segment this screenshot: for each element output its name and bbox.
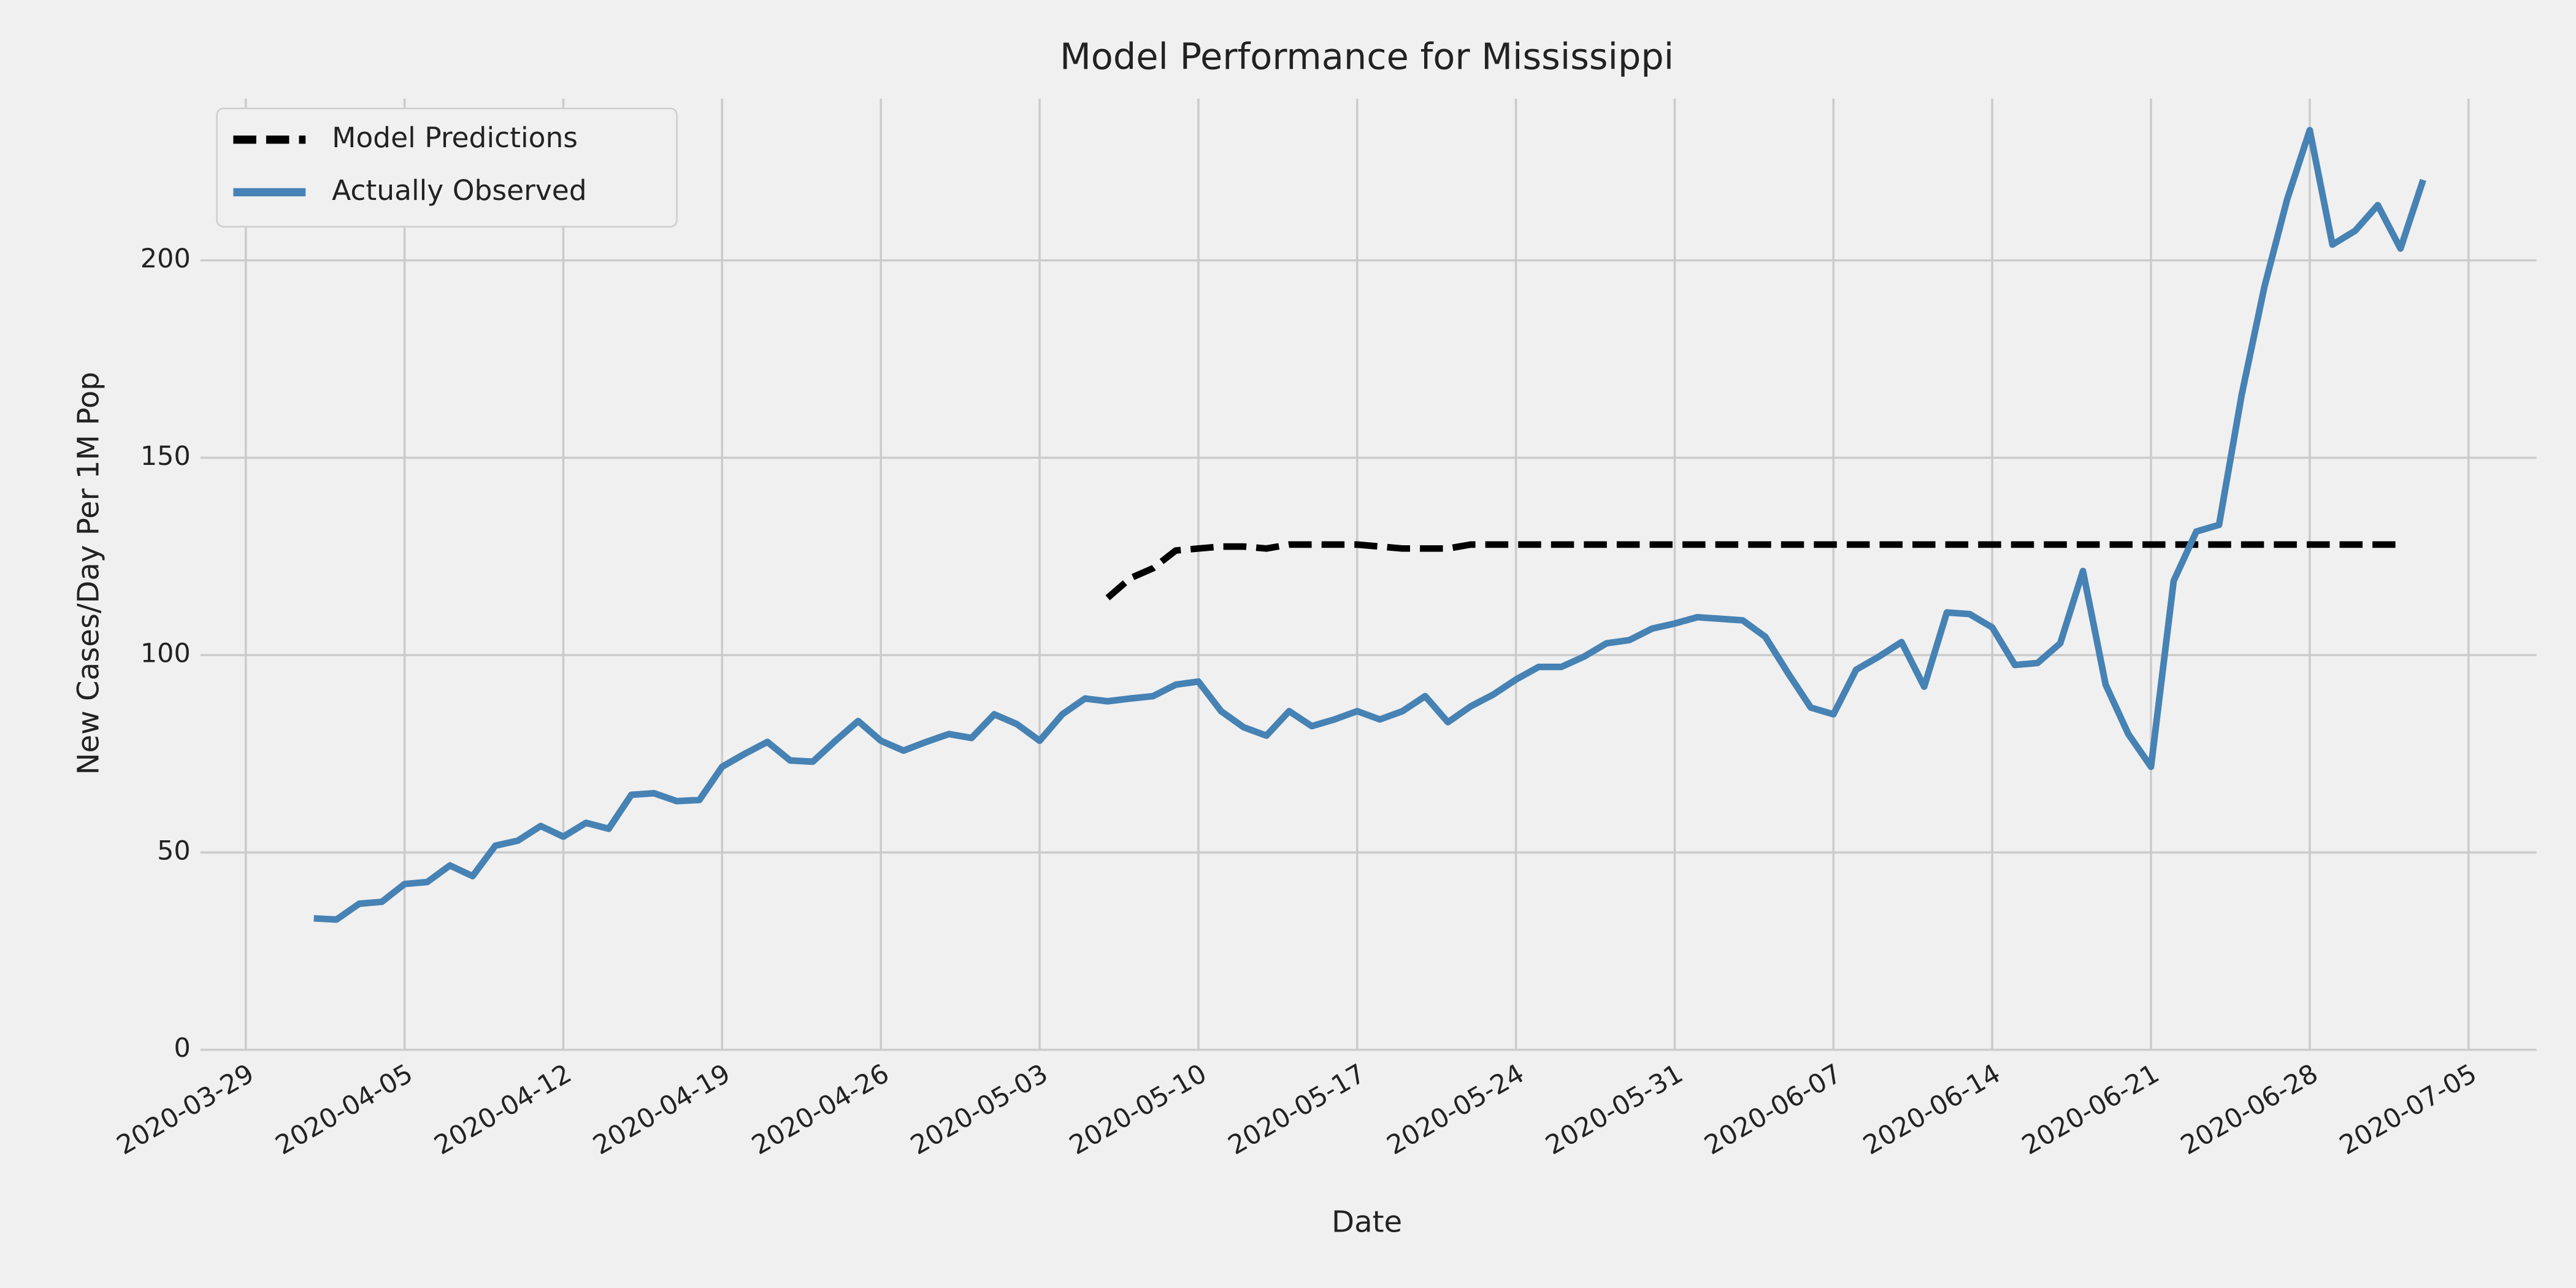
y-tick-label: 50 bbox=[157, 835, 191, 866]
legend-label: Actually Observed bbox=[332, 174, 587, 207]
legend-box bbox=[216, 107, 678, 228]
y-tick-label: 0 bbox=[174, 1033, 190, 1064]
chart-title: Model Performance for Mississippi bbox=[1060, 36, 1674, 78]
legend: Model Predictions Actually Observed bbox=[216, 107, 678, 228]
y-tick-label: 200 bbox=[140, 243, 191, 274]
y-axis-label: New Cases/Day Per 1M Pop bbox=[71, 372, 105, 775]
legend-label: Model Predictions bbox=[332, 121, 578, 154]
lines bbox=[313, 126, 2426, 923]
series-line bbox=[313, 126, 2426, 923]
y-tick-label: 150 bbox=[140, 441, 191, 472]
y-tick-label: 100 bbox=[140, 638, 191, 669]
series-line bbox=[1105, 541, 2401, 600]
x-axis-label: Date bbox=[1332, 1205, 1402, 1240]
